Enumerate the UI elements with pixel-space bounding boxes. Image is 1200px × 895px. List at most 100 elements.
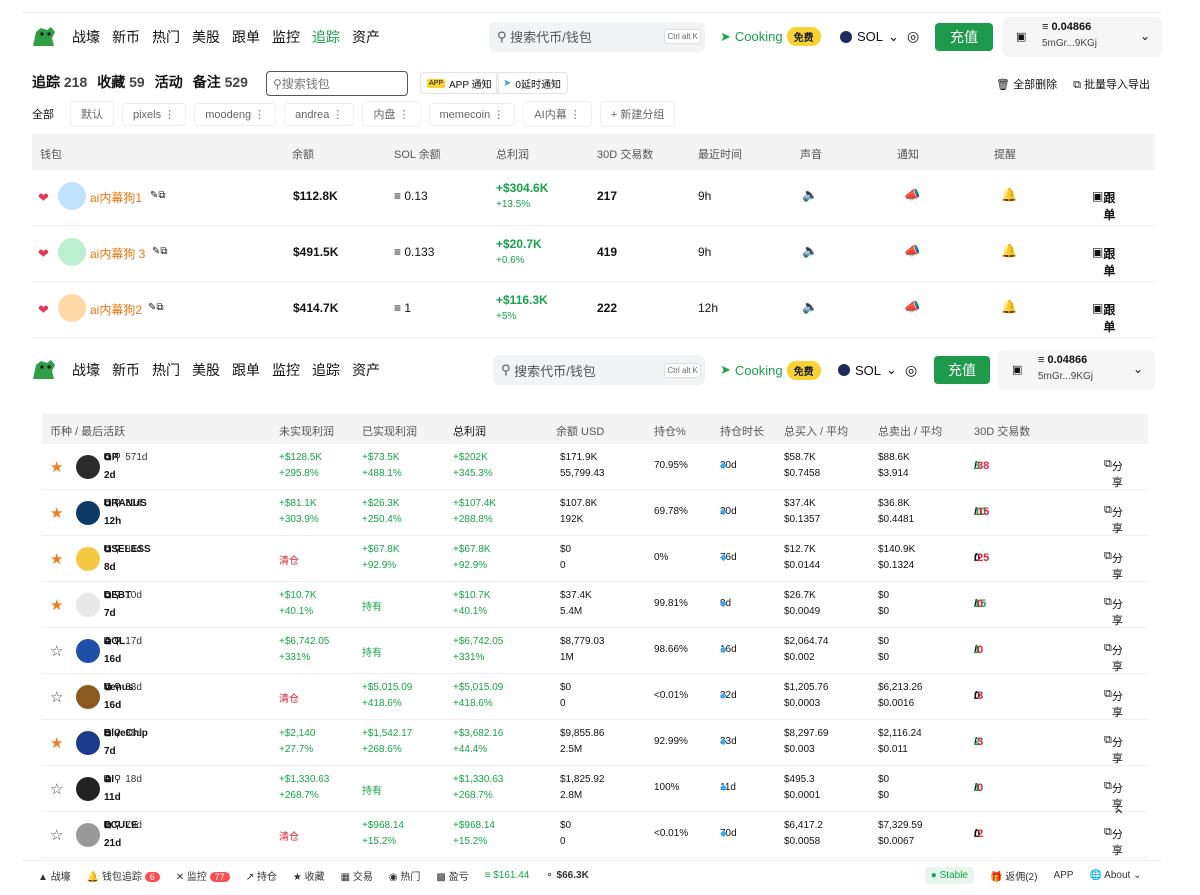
bottom-favorites[interactable]: ★ 收藏 — [292, 872, 325, 883]
settings-icon[interactable]: ◎ — [905, 361, 918, 378]
token-symbol[interactable]: AOL ⧉ ⚲ 17d — [104, 636, 142, 647]
bell-icon[interactable]: 🔔 — [1001, 299, 1018, 314]
star-icon[interactable]: ★ — [50, 597, 64, 614]
token-row[interactable]: ★ URANUS ⧉ ⚲ 31d 12h +$81.1K +303.9% +$26.3K +… — [42, 490, 1148, 536]
delete-all-button[interactable]: 🗑 全部删除 — [996, 79, 1058, 91]
token-row[interactable]: ☆ AI ⧉ ⚲ 18d 11d +$1,330.63 +268.7% 持有 +$1,330… — [42, 766, 1148, 812]
heart-icon[interactable]: ❤ — [38, 246, 49, 261]
edit-icon[interactable]: ✎⧉ — [148, 302, 164, 313]
col-realized[interactable]: 已实现利润 — [362, 426, 417, 438]
col-time[interactable]: 最近时间 — [698, 149, 742, 161]
share-button[interactable]: ⧉ 分享 — [1104, 642, 1123, 673]
col-unrealized[interactable]: 未实现利润 — [279, 426, 334, 438]
wallet-row[interactable]: ❤ ai内幕狗 3 ✎⧉ $491.5K ≡ 0.133 +$20.7K +0.… — [32, 226, 1155, 282]
col-trades[interactable]: 30D 交易数 — [597, 149, 654, 161]
cooking-button[interactable]: ➤ Cooking 免费 — [720, 360, 821, 380]
group-tab[interactable]: pixels ⋮ — [122, 102, 187, 126]
group-tab[interactable]: andrea ⋮ — [284, 102, 355, 126]
token-symbol[interactable]: GP ⧉ ⚲ 571d — [104, 452, 148, 463]
bottom-trenches[interactable]: ▲ 战壕 — [38, 872, 71, 883]
share-button[interactable]: ⧉ 分享 — [1104, 550, 1123, 581]
token-row[interactable]: ★ DEBT ⧉ ⚲ 10d 7d +$10.7K +40.1% 持有 +$10.7K +40… — [42, 582, 1148, 628]
sound-icon[interactable]: 🔈 — [802, 243, 819, 258]
share-button[interactable]: ⧉ 分享 — [1104, 504, 1123, 535]
edit-icon[interactable]: ✎⧉ — [150, 190, 166, 201]
group-tab[interactable]: memecoin ⋮ — [428, 102, 516, 126]
logo-icon[interactable] — [30, 24, 58, 50]
nav-item[interactable]: 新币 — [112, 362, 140, 378]
token-symbol[interactable]: PCULE ⧉ ⚲ 79d — [104, 820, 142, 831]
star-icon[interactable]: ☆ — [50, 781, 64, 798]
col-balance[interactable]: 余额 USD — [556, 426, 605, 438]
star-icon[interactable]: ☆ — [50, 689, 64, 706]
about-button[interactable]: 🌐 About ⌄ — [1089, 870, 1142, 881]
group-tab[interactable]: moodeng ⋮ — [194, 102, 277, 126]
bottom-monitor[interactable]: ✕ 监控 77 — [176, 868, 230, 883]
share-button[interactable]: ⧉ 分享 — [1104, 688, 1123, 719]
token-symbol[interactable]: USELESS ⧉ ⚲ 84d — [104, 544, 151, 555]
sound-icon[interactable]: 🔈 — [802, 299, 819, 314]
share-button[interactable]: ⧉ 分享 — [1104, 458, 1123, 489]
token-row[interactable]: ★ BlueChip ⧉ ⚲ 38d 7d +$2,140 +27.7% +$1,542.… — [42, 720, 1148, 766]
wallet-widget[interactable]: ▣ ≡ 0.04866 5mGr...9KGj ⌄ — [1002, 16, 1162, 57]
token-row[interactable]: ★ GP ⧉ ⚲ 571d 2d +$128.5K +295.8% +$73.5K +488… — [42, 444, 1148, 490]
share-button[interactable]: ⧉ 分享 — [1104, 596, 1123, 627]
wallet-row[interactable]: ❤ ai内幕狗2 ✎⧉ $414.7K ≡ 1 +$116.3K +5% 222… — [32, 282, 1155, 338]
col-buy[interactable]: 总买入 / 平均 — [784, 426, 849, 438]
group-tab[interactable]: 内盘 ⋮ — [362, 101, 421, 127]
nav-item[interactable]: 热门 — [152, 28, 180, 45]
bottom-trade[interactable]: ▦ 交易 — [340, 872, 373, 883]
star-icon[interactable]: ★ — [50, 459, 64, 476]
token-symbol[interactable]: BlueChip ⧉ ⚲ 38d — [104, 728, 148, 739]
share-button[interactable]: ⧉ 分享 — [1104, 826, 1123, 857]
token-symbol[interactable]: URANUS ⧉ ⚲ 31d — [104, 498, 147, 509]
share-button[interactable]: ⧉ 分享 — [1104, 780, 1123, 811]
nav-item[interactable]: 追踪 — [312, 362, 340, 378]
tab-activity[interactable]: 活动 — [154, 74, 183, 90]
logo-icon[interactable] — [30, 357, 58, 383]
recharge-button[interactable]: 充值 — [935, 22, 993, 51]
star-icon[interactable]: ★ — [50, 551, 64, 568]
new-group-button[interactable]: + 新建分组 — [599, 101, 676, 127]
nav-item[interactable]: 新币 — [112, 28, 140, 45]
search-input[interactable]: ⚲ 搜索代币/钱包 Ctrl alt K — [489, 21, 705, 52]
search-input[interactable]: ⚲ 搜索代币/钱包 Ctrl alt K — [493, 355, 705, 385]
megaphone-icon[interactable]: 📣 — [904, 243, 921, 258]
tab-track[interactable]: 追踪 218 — [32, 74, 88, 90]
col-notify[interactable]: 通知 — [897, 149, 919, 161]
nav-item[interactable]: 美股 — [192, 362, 220, 378]
bell-icon[interactable]: 🔔 — [1001, 243, 1018, 258]
nav-item[interactable]: 美股 — [192, 28, 220, 45]
wallet-search-input[interactable]: ⚲ 搜索钱包 — [266, 71, 408, 96]
bell-icon[interactable]: 🔔 — [1001, 187, 1018, 202]
nav-item[interactable]: 热门 — [152, 362, 180, 378]
nav-item[interactable]: 战壕 — [72, 362, 100, 378]
col-hold-pct[interactable]: 持仓% — [654, 426, 686, 438]
wallet-name[interactable]: ai内幕狗1 — [90, 191, 143, 205]
col-sell[interactable]: 总卖出 / 平均 — [878, 426, 943, 438]
col-total-profit[interactable]: 总利润 — [453, 426, 486, 438]
copy-trade-button[interactable]: ▣ 跟单 — [1092, 301, 1116, 334]
stable-status[interactable]: ● Stable — [924, 867, 974, 884]
tg-notify-button[interactable]: ➤ 0延时通知 — [496, 72, 568, 94]
import-export-button[interactable]: ⧉ 批量导入导出 — [1073, 79, 1150, 91]
token-symbol[interactable]: DEBT ⧉ ⚲ 10d — [104, 590, 142, 601]
copy-trade-button[interactable]: ▣ 跟单 — [1092, 245, 1116, 278]
group-tab[interactable]: 默认 — [70, 101, 114, 127]
copy-trade-button[interactable]: ▣ 跟单 — [1092, 189, 1116, 222]
wallet-name[interactable]: ai内幕狗 3 — [90, 247, 146, 261]
nav-item[interactable]: 资产 — [352, 362, 380, 378]
nav-item[interactable]: 资产 — [352, 28, 380, 45]
share-button[interactable]: ⧉ 分享 — [1104, 734, 1123, 765]
star-icon[interactable]: ☆ — [50, 643, 64, 660]
token-row[interactable]: ★ USELESS ⧉ ⚲ 84d 8d 清仓 +$67.8K +92.9% +$67.8K… — [42, 536, 1148, 582]
col-sound[interactable]: 声音 — [800, 149, 822, 161]
recharge-button[interactable]: 充值 — [934, 356, 990, 384]
token-row[interactable]: ☆ AOL ⧉ ⚲ 17d 16d +$6,742.05 +331% 持有 +$6,742.… — [42, 628, 1148, 674]
token-symbol[interactable]: AI ⧉ ⚲ 18d — [104, 774, 142, 785]
star-icon[interactable]: ★ — [50, 505, 64, 522]
edit-icon[interactable]: ✎⧉ — [152, 246, 168, 257]
app-notify-button[interactable]: APP APP 通知 — [420, 72, 499, 94]
col-balance[interactable]: 余额 — [292, 149, 314, 161]
app-button[interactable]: APP — [1053, 870, 1074, 881]
